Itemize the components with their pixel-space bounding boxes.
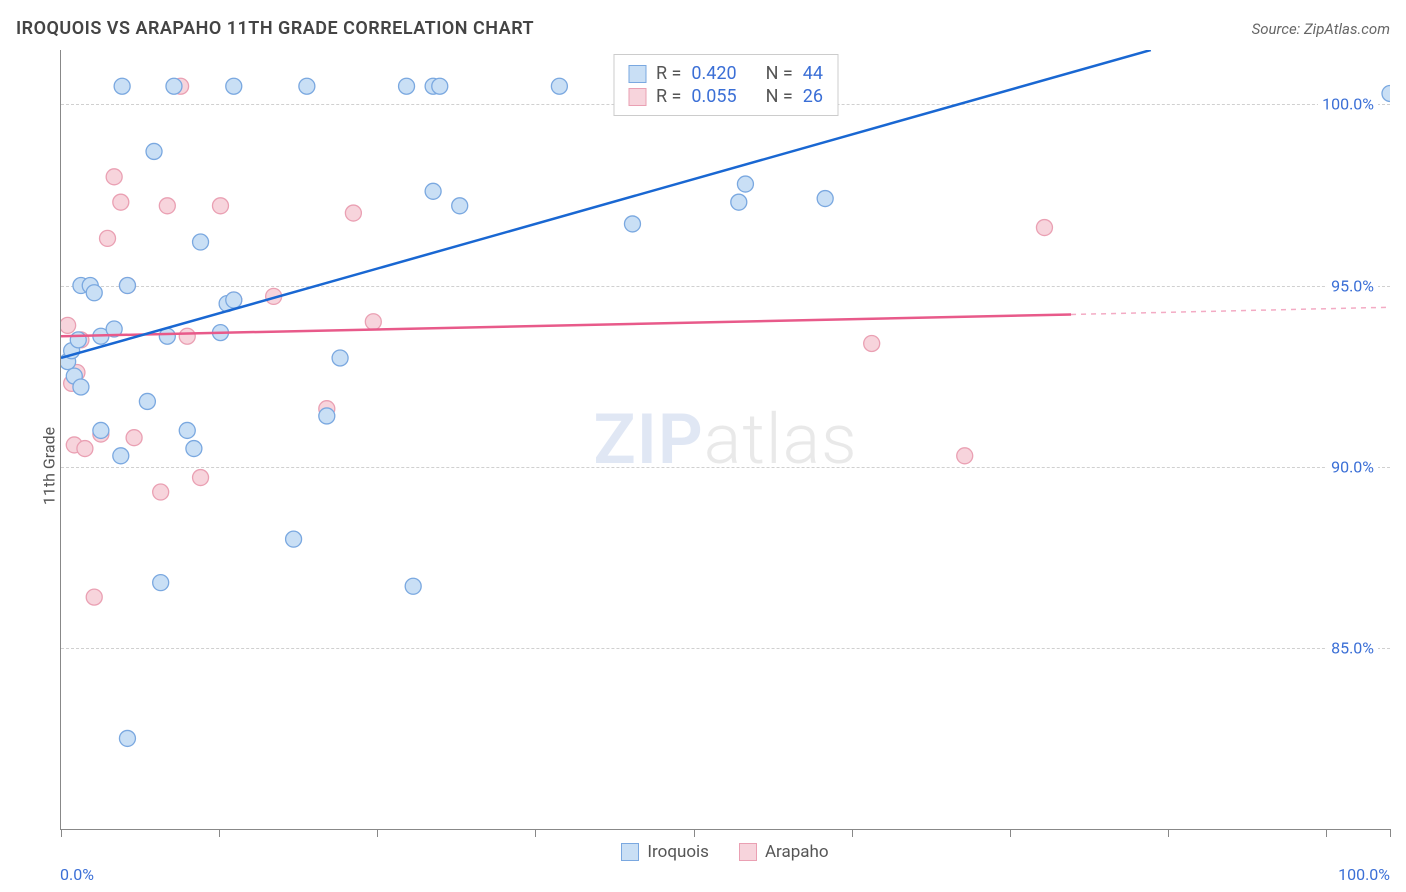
data-point (551, 78, 567, 94)
data-point (159, 198, 175, 214)
legend-item-iroquois: Iroquois (621, 842, 709, 862)
legend-item-arapaho: Arapaho (739, 842, 829, 862)
x-tick-label-min: 0.0% (60, 865, 94, 884)
x-tick (852, 829, 853, 837)
trend-line-dashed (1071, 307, 1390, 314)
data-point (86, 285, 102, 301)
data-point (153, 484, 169, 500)
data-point (86, 589, 102, 605)
data-point (126, 430, 142, 446)
x-tick (219, 829, 220, 837)
bottom-legend: Iroquois Arapaho (60, 842, 1390, 862)
data-point (106, 169, 122, 185)
stat-swatch-arapaho (628, 88, 646, 106)
x-tick (1168, 829, 1169, 837)
legend-label-arapaho: Arapaho (765, 842, 829, 862)
data-point (119, 278, 135, 294)
data-point (70, 332, 86, 348)
data-point (100, 230, 116, 246)
data-point (226, 292, 242, 308)
y-axis-label: 11th Grade (40, 427, 59, 505)
trend-line (61, 314, 1071, 336)
x-tick (1390, 829, 1391, 837)
data-point (226, 78, 242, 94)
data-point (452, 198, 468, 214)
data-point (737, 176, 753, 192)
data-point (1036, 220, 1052, 236)
data-point (179, 422, 195, 438)
data-point (405, 578, 421, 594)
legend-swatch-arapaho (739, 843, 757, 861)
x-tick (694, 829, 695, 837)
data-point (93, 422, 109, 438)
data-point (365, 314, 381, 330)
data-point (146, 143, 162, 159)
x-tick (1326, 829, 1327, 837)
data-point (73, 379, 89, 395)
data-point (114, 78, 130, 94)
data-point (77, 441, 93, 457)
chart-container: 11th Grade ZIPatlas R = 0.420 N = 44 R =… (16, 50, 1390, 882)
data-point (113, 448, 129, 464)
data-point (212, 198, 228, 214)
n-value-arapaho: 26 (803, 86, 823, 107)
chart-header: IROQUOIS VS ARAPAHO 11TH GRADE CORRELATI… (16, 18, 1390, 39)
data-point (399, 78, 415, 94)
data-point (332, 350, 348, 366)
x-tick-label-max: 100.0% (1338, 865, 1390, 884)
r-label: R = (656, 86, 681, 107)
plot-svg (61, 50, 1390, 829)
data-point (1382, 85, 1390, 101)
stat-row-arapaho: R = 0.055 N = 26 (628, 86, 823, 107)
n-value-iroquois: 44 (803, 63, 823, 84)
data-point (319, 408, 335, 424)
chart-title: IROQUOIS VS ARAPAHO 11TH GRADE CORRELATI… (16, 18, 534, 39)
data-point (432, 78, 448, 94)
data-point (817, 191, 833, 207)
correlation-stat-box: R = 0.420 N = 44 R = 0.055 N = 26 (613, 54, 838, 116)
data-point (624, 216, 640, 232)
x-tick (377, 829, 378, 837)
legend-label-iroquois: Iroquois (647, 842, 709, 862)
data-point (166, 78, 182, 94)
data-point (186, 441, 202, 457)
legend-swatch-iroquois (621, 843, 639, 861)
plot-area: ZIPatlas R = 0.420 N = 44 R = 0.055 N = … (60, 50, 1390, 830)
data-point (119, 730, 135, 746)
x-tick (1010, 829, 1011, 837)
stat-swatch-iroquois (628, 65, 646, 83)
n-label: N = (766, 86, 793, 107)
x-tick (61, 829, 62, 837)
x-tick (535, 829, 536, 837)
stat-row-iroquois: R = 0.420 N = 44 (628, 63, 823, 84)
chart-source: Source: ZipAtlas.com (1252, 20, 1390, 38)
data-point (864, 335, 880, 351)
data-point (731, 194, 747, 210)
data-point (113, 194, 129, 210)
data-point (957, 448, 973, 464)
data-point (193, 234, 209, 250)
data-point (179, 328, 195, 344)
data-point (153, 575, 169, 591)
n-label: N = (766, 63, 793, 84)
data-point (299, 78, 315, 94)
data-point (425, 183, 441, 199)
r-value-iroquois: 0.420 (691, 63, 736, 84)
data-point (61, 317, 76, 333)
data-point (139, 393, 155, 409)
r-value-arapaho: 0.055 (691, 86, 736, 107)
data-point (193, 470, 209, 486)
r-label: R = (656, 63, 681, 84)
data-point (345, 205, 361, 221)
data-point (286, 531, 302, 547)
